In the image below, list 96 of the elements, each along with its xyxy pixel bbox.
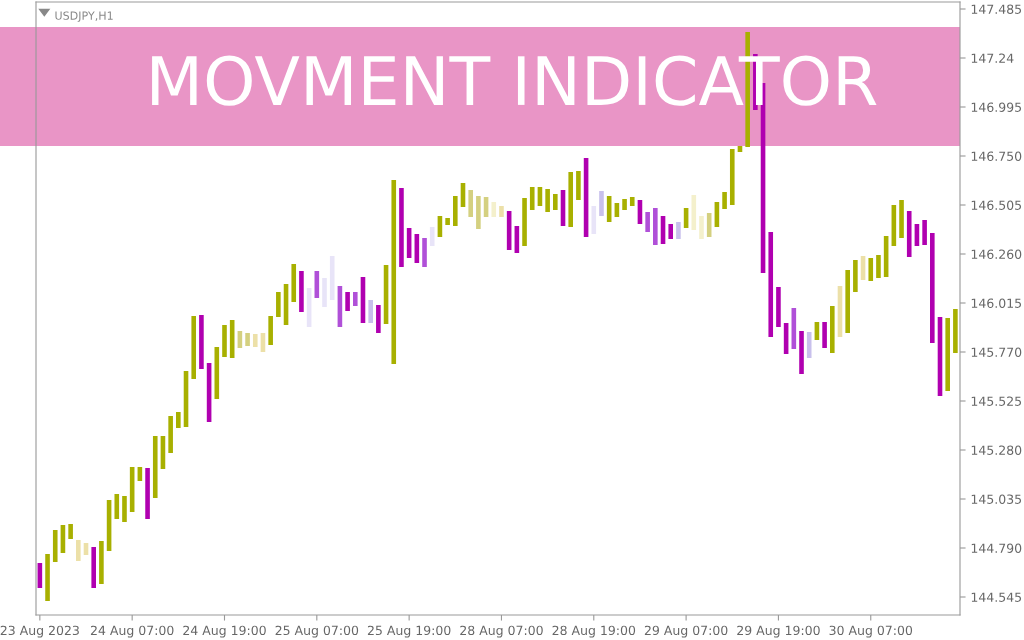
bar: [322, 278, 327, 307]
x-tick-label: 24 Aug 07:00: [90, 625, 174, 638]
bar: [853, 260, 858, 292]
bar: [568, 172, 574, 227]
bar: [876, 255, 881, 278]
bar: [291, 264, 297, 302]
bar: [629, 197, 635, 206]
bar: [176, 412, 181, 428]
bar: [929, 233, 935, 343]
bar: [445, 218, 450, 225]
bar: [553, 194, 558, 210]
bar: [329, 256, 335, 300]
bar: [691, 195, 697, 230]
bar: [68, 524, 73, 539]
x-tick-label: 25 Aug 07:00: [275, 625, 359, 638]
bar: [399, 188, 404, 267]
bar: [845, 270, 850, 333]
bar: [76, 540, 81, 561]
bar: [591, 206, 597, 234]
bar: [576, 171, 581, 200]
bar: [168, 416, 173, 453]
bar: [214, 347, 220, 399]
bar: [222, 325, 227, 357]
x-tick-label: 29 Aug 07:00: [644, 625, 728, 638]
bar: [529, 187, 535, 210]
y-tick-label: 146.750: [971, 151, 1022, 161]
bar: [622, 199, 627, 210]
bar: [806, 332, 812, 358]
bar: [953, 309, 958, 353]
x-tick-label: 25 Aug 19:00: [367, 625, 451, 638]
bar: [91, 547, 97, 588]
y-tick-label: 145.770: [971, 347, 1022, 357]
bar: [114, 494, 120, 519]
y-tick-label: 146.505: [971, 200, 1022, 210]
bar: [822, 322, 827, 348]
bar: [422, 238, 427, 267]
bar: [252, 334, 258, 347]
bar: [668, 224, 674, 239]
bar: [199, 315, 204, 369]
y-tick-label: 147.485: [971, 4, 1022, 14]
bar: [476, 196, 481, 229]
y-tick-label: 145.525: [971, 396, 1022, 406]
bar: [868, 258, 874, 281]
bar: [45, 554, 50, 601]
bar: [522, 198, 527, 246]
bar: [499, 206, 504, 217]
bar: [545, 189, 550, 212]
y-tick-label: 146.015: [971, 298, 1022, 308]
y-tick-label: 144.790: [971, 543, 1022, 553]
bar: [676, 222, 681, 239]
bar: [122, 496, 127, 522]
bar: [52, 530, 58, 562]
bar: [368, 300, 373, 323]
bar: [699, 216, 704, 239]
bar: [768, 232, 774, 337]
bar: [99, 541, 104, 584]
bar: [268, 316, 273, 345]
bar: [899, 200, 904, 238]
bar: [352, 292, 358, 306]
bar: [376, 305, 381, 333]
bar: [729, 149, 735, 205]
x-tick-label: 23 Aug 2023: [0, 625, 79, 638]
bar: [429, 227, 435, 246]
y-tick-label: 144.545: [971, 592, 1022, 602]
y-tick-label: 146.995: [971, 102, 1022, 112]
bar: [906, 211, 912, 257]
x-tick-label: 28 Aug 07:00: [460, 625, 543, 638]
x-tick-label: 28 Aug 19:00: [552, 625, 636, 638]
bar: [491, 202, 497, 217]
text: USDJPY,H1: [55, 11, 113, 22]
y-tick-label: 147.24: [971, 53, 1014, 63]
bar: [391, 180, 397, 364]
bar: [152, 436, 158, 498]
y-tick-label: 145.035: [971, 494, 1022, 504]
y-tick-label: 145.280: [971, 445, 1022, 455]
bar: [645, 212, 650, 232]
bar: [599, 191, 604, 216]
bar: [829, 306, 835, 353]
bar: [299, 271, 304, 312]
bar: [922, 220, 927, 245]
bar: [945, 318, 950, 391]
x-tick-label: 30 Aug 07:00: [829, 625, 913, 638]
bar: [722, 192, 727, 209]
bar: [452, 196, 458, 226]
bar: [653, 208, 658, 245]
bar: [245, 333, 250, 346]
bar: [276, 292, 281, 317]
bar: [345, 292, 350, 311]
x-tick-label: 24 Aug 19:00: [183, 625, 266, 638]
y-tick-label: 146.260: [971, 249, 1022, 259]
bar: [776, 287, 781, 327]
bar: [468, 190, 473, 217]
bar: [191, 316, 197, 379]
bar: [799, 331, 804, 374]
bar: [145, 468, 150, 519]
x-tick-label: 29 Aug 19:00: [737, 625, 820, 638]
